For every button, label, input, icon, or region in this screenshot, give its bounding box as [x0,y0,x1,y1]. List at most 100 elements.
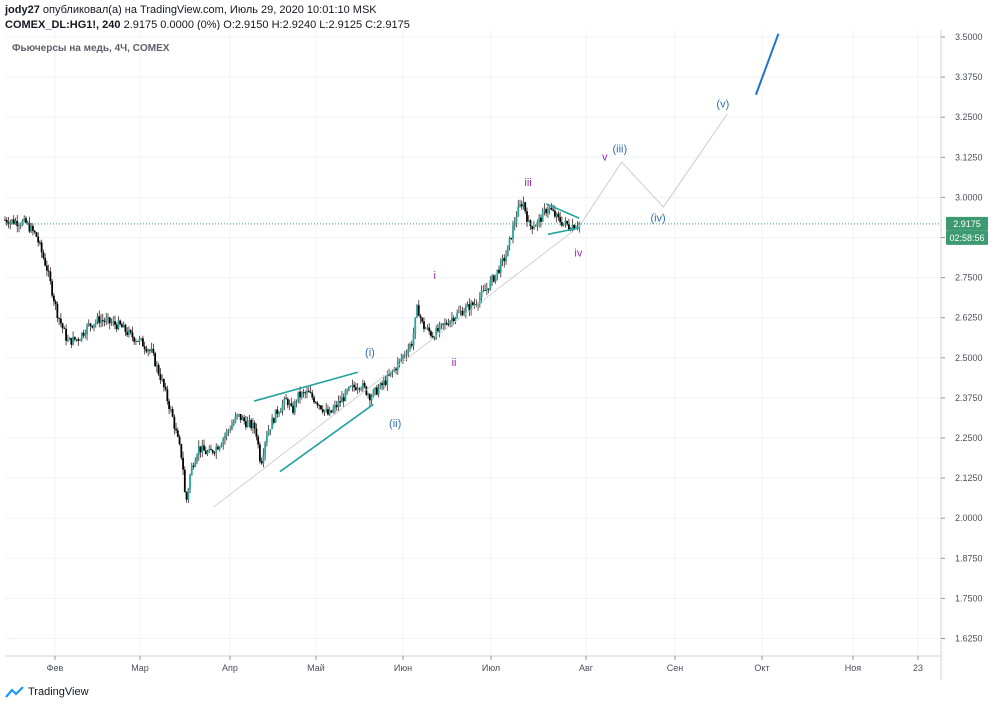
candle-body [377,388,380,395]
price-tick-label: 1.7500 [955,593,983,603]
brand-name: TradingView [28,686,89,698]
candle-body [313,397,315,403]
time-axis[interactable]: Фев Мар Апр Май Июн Июл Авг Сен Окт Ноя 23 [47,656,923,673]
plot-area[interactable] [5,30,941,656]
candle-body [335,405,338,408]
candle-body [567,224,570,230]
candle-body [75,339,78,340]
publish-text: опубликовал(а) на TradingView.com, Июль … [42,4,377,16]
candle-body [457,311,460,313]
candle-body [285,398,287,400]
candle-body [101,319,104,321]
candle-body [480,290,483,298]
candle-body [534,225,537,227]
candle-body [194,461,197,467]
candle-body [154,353,157,367]
candle-body [32,225,34,231]
candle-body [56,303,59,319]
candle-body [466,304,469,307]
candle-body [110,322,113,324]
candle-body [87,323,90,326]
candle-body [28,222,31,232]
candle-body [552,209,555,211]
candle-body [108,317,111,324]
candle-body [9,221,12,225]
candle-body [368,394,371,401]
candle-body [190,465,193,476]
candle-body [185,492,188,500]
price-tick-label: 3.5000 [955,32,983,42]
candle-body [524,202,527,212]
candle-body [304,392,307,394]
candle-body [100,319,102,324]
candle-body [66,340,69,341]
candle-body [128,330,130,336]
candle-body [245,421,247,428]
candle-body [162,379,165,387]
time-tick-label: Апр [222,663,238,673]
candle-body [112,321,115,323]
price-tick-label: 2.3750 [955,393,983,403]
candle-body [89,323,92,326]
candle-body [40,242,43,253]
candle-body [423,321,425,329]
candle-body [409,344,411,349]
candle-body [246,421,249,428]
candle-body [550,207,553,210]
candle-body [445,322,448,325]
candle-body [381,383,383,386]
candle-body [255,428,258,437]
wave-label: i [433,270,435,282]
candle-body [560,222,563,226]
candle-body [126,331,129,336]
candle-body [379,383,382,389]
candle-body [557,213,560,218]
candle-body [375,387,378,395]
candle-body [416,305,418,318]
candle-body [93,324,95,328]
candle-body [314,402,317,403]
candle-body [225,431,228,436]
candle-body [187,489,190,500]
candle-body [367,394,370,396]
candle-body [400,358,403,360]
drawings[interactable] [5,33,941,508]
time-tick-label: 23 [913,663,923,673]
candle-body [236,414,239,417]
candle-body [428,327,431,332]
candle-body [211,450,214,453]
candle-body [94,321,97,325]
candle-body [155,364,158,367]
wave-label: (iv) [650,212,665,224]
price-tick-label: 2.0000 [955,513,983,523]
candle-body [142,338,144,347]
candle-body [510,237,513,239]
candle-body [461,310,464,316]
candle-body [30,225,33,232]
candle-body [571,224,574,231]
candle-body [402,355,404,359]
candle-body [253,422,256,429]
candle-body [342,397,345,402]
candle-body [152,348,155,354]
candle-body [117,320,120,330]
candle-body [505,256,507,262]
candle-body [140,338,143,340]
candle-body [320,405,322,410]
candle-body [295,401,298,403]
candle-body [145,348,148,352]
chart-title: Фьючерсы на медь, 4Ч, COMEX [12,43,170,54]
candle-body [316,402,319,406]
price-tick-label: 3.0000 [955,192,983,202]
candle-body [171,409,174,417]
candle-body [241,417,244,421]
candle-body [487,288,490,290]
price-axis[interactable]: 3.50003.37503.25003.12503.00002.87502.75… [941,32,983,644]
brand-logo[interactable]: TradingView [5,686,89,698]
candle-body [238,413,240,415]
candle-body [337,401,340,408]
author-name[interactable]: jody27 [5,4,40,16]
candle-body [150,348,153,351]
candles [4,196,581,504]
